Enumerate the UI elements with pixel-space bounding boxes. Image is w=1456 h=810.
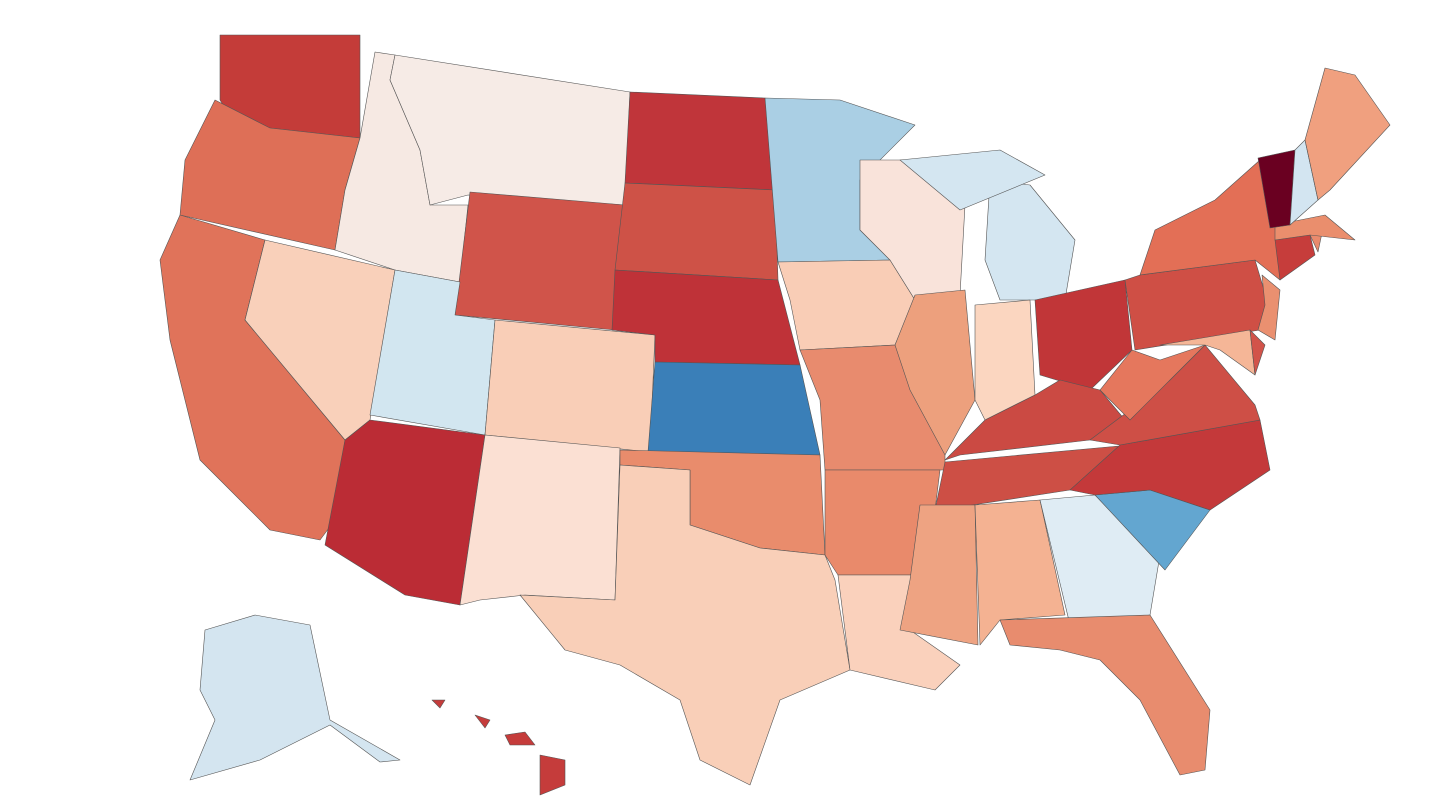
state — [459, 434, 621, 606]
state — [474, 714, 491, 729]
state — [1159, 329, 1256, 376]
state — [999, 614, 1211, 776]
state — [624, 91, 776, 191]
state — [324, 419, 486, 606]
state — [519, 464, 851, 786]
state — [984, 179, 1076, 301]
state — [1304, 67, 1391, 201]
state — [389, 54, 631, 206]
state — [1034, 279, 1133, 391]
state — [777, 259, 916, 351]
state — [504, 731, 536, 746]
state — [454, 191, 626, 331]
state — [647, 361, 821, 456]
state — [974, 499, 1066, 646]
state — [894, 289, 976, 456]
state — [1249, 329, 1266, 376]
state — [1257, 274, 1281, 341]
state — [484, 319, 656, 453]
state — [431, 699, 446, 709]
state — [899, 504, 979, 646]
state — [614, 182, 779, 281]
state — [189, 614, 401, 781]
state — [899, 149, 1046, 211]
state — [1139, 159, 1281, 281]
state — [1274, 234, 1316, 281]
state — [1274, 214, 1356, 241]
state — [539, 754, 566, 796]
